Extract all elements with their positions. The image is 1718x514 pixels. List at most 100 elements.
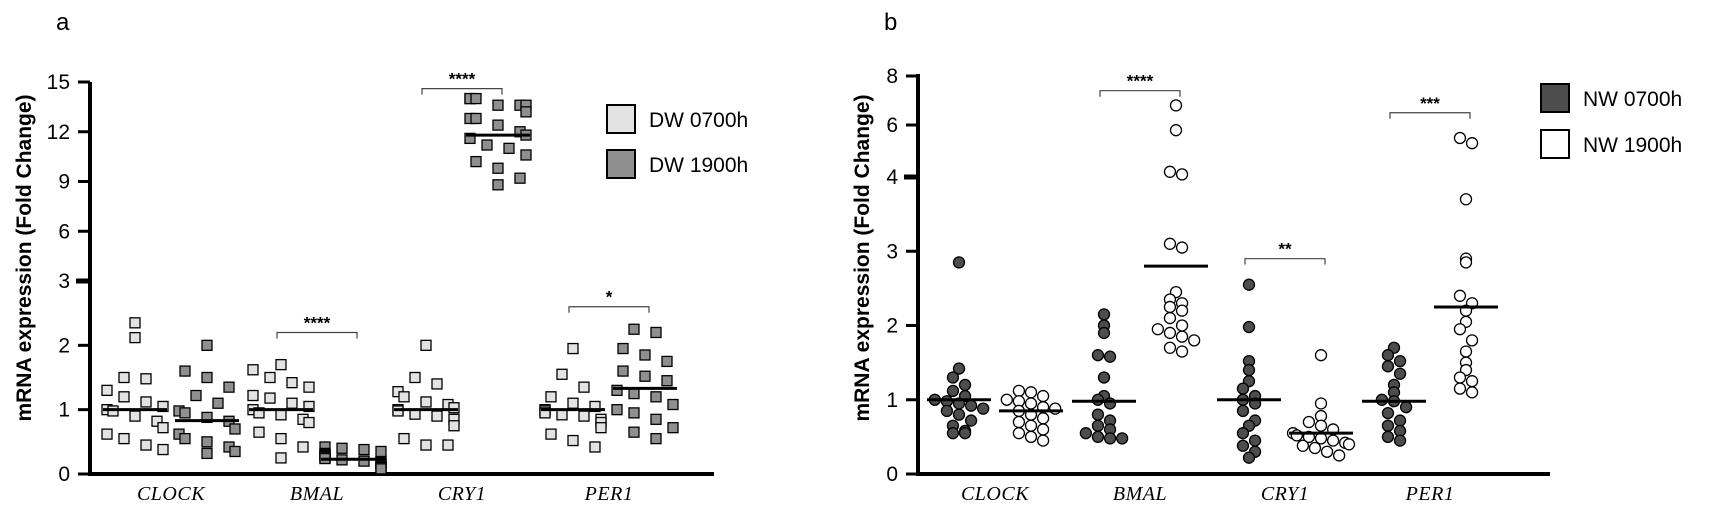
- data-point-nw-1900h-bmal: [1169, 124, 1183, 137]
- data-point-dw-1900h-bmal: [375, 445, 387, 458]
- data-point-dw-1900h-per1: [628, 323, 640, 335]
- data-point-dw-0700h-bmal: [303, 416, 315, 429]
- data-point-nw-0700h-per1: [1381, 430, 1395, 444]
- significance-bracket-per1: [1389, 112, 1471, 119]
- data-point-dw-0700h-per1: [567, 342, 579, 355]
- category-label-cry1: CRY1: [1261, 483, 1309, 505]
- y-tick-label: 6: [886, 114, 898, 137]
- data-point-nw-1900h-clock: [1049, 402, 1062, 415]
- panel-a-legend: DW 0700h DW 1900h: [606, 104, 748, 179]
- data-point-nw-0700h-bmal: [1091, 419, 1105, 432]
- panel-a-category-labels: CLOCK BMAL CRY1 PER1: [137, 483, 633, 505]
- data-point-dw-1900h-cry1: [492, 162, 504, 174]
- data-point-dw-0700h-bmal: [253, 426, 265, 438]
- data-point-nw-0700h-bmal: [1103, 397, 1117, 410]
- panel-b-category-labels: CLOCK BMAL CRY1 PER1: [961, 483, 1454, 505]
- data-point-nw-0700h-clock: [952, 256, 966, 269]
- significance-bracket-cry1: [421, 88, 503, 95]
- data-point-dw-0700h-cry1: [420, 339, 432, 351]
- data-point-dw-1900h-cry1: [492, 119, 504, 131]
- data-point-nw-1900h-bmal: [1175, 241, 1189, 254]
- data-point-nw-0700h-bmal: [1097, 326, 1111, 340]
- panel-a-significance: *********: [276, 70, 650, 339]
- data-point-dw-0700h-bmal: [247, 389, 259, 402]
- data-point-nw-0700h-clock: [940, 404, 954, 418]
- data-point-dw-1900h-per1: [617, 365, 629, 377]
- data-point-nw-1900h-cry1: [1333, 449, 1346, 462]
- significance-bracket-bmal: [276, 331, 358, 339]
- data-point-dw-0700h-bmal: [275, 409, 287, 421]
- significance-bracket-cry1: [1244, 258, 1326, 265]
- data-point-dw-0700h-clock: [129, 317, 141, 329]
- data-point-dw-1900h-clock: [229, 423, 241, 435]
- data-point-nw-1900h-bmal: [1163, 326, 1177, 340]
- data-point-nw-1900h-bmal: [1175, 168, 1189, 181]
- significance-label-bmal: ****: [1127, 72, 1154, 91]
- data-point-dw-1900h-per1: [661, 355, 673, 368]
- data-point-nw-0700h-cry1: [1242, 363, 1256, 377]
- data-point-nw-1900h-cry1: [1308, 441, 1322, 455]
- y-tick-label: 3: [58, 270, 70, 293]
- data-point-nw-0700h-per1: [1393, 414, 1407, 427]
- data-point-dw-0700h-clock: [140, 396, 152, 408]
- category-label-per1: PER1: [1405, 483, 1455, 505]
- data-point-nw-1900h-clock: [1036, 412, 1050, 425]
- data-point-dw-1900h-bmal: [358, 455, 370, 467]
- data-point-nw-1900h-bmal: [1163, 300, 1177, 314]
- data-point-dw-0700h-cry1: [431, 378, 443, 390]
- data-point-nw-0700h-clock: [964, 414, 978, 427]
- data-point-dw-1900h-clock: [223, 381, 235, 393]
- data-point-nw-0700h-bmal: [1097, 308, 1111, 321]
- data-point-nw-1900h-per1: [1453, 382, 1467, 395]
- data-point-dw-0700h-clock: [101, 384, 113, 397]
- data-point-dw-1900h-per1: [661, 375, 673, 387]
- data-point-nw-1900h-clock: [1024, 386, 1038, 399]
- data-point-dw-1900h-clock: [201, 436, 213, 448]
- data-point-nw-1900h-per1: [1465, 137, 1479, 150]
- data-point-nw-1900h-bmal: [1151, 323, 1164, 336]
- data-point-nw-1900h-cry1: [1342, 438, 1356, 451]
- panel-b-legend: NW 0700h NW 1900h: [1540, 83, 1682, 159]
- data-point-nw-1900h-cry1: [1314, 419, 1328, 432]
- data-point-nw-1900h-clock: [1024, 430, 1038, 444]
- data-point-dw-0700h-bmal: [275, 432, 287, 445]
- significance-label-cry1: **: [1278, 240, 1292, 259]
- data-point-dw-1900h-per1: [628, 387, 640, 400]
- data-point-dw-0700h-clock: [151, 415, 163, 427]
- data-point-dw-0700h-clock: [140, 439, 152, 451]
- data-point-nw-1900h-cry1: [1314, 397, 1328, 410]
- data-point-nw-1900h-clock: [1012, 384, 1026, 397]
- data-point-nw-0700h-clock: [946, 427, 960, 440]
- data-point-nw-0700h-per1: [1381, 349, 1395, 362]
- data-point-nw-1900h-per1: [1453, 323, 1467, 336]
- data-point-nw-0700h-clock: [952, 408, 966, 421]
- data-point-dw-0700h-clock: [118, 432, 130, 445]
- data-point-nw-0700h-clock: [946, 371, 960, 384]
- data-point-dw-1900h-bmal: [336, 442, 348, 454]
- data-point-dw-1900h-per1: [650, 326, 662, 339]
- data-point-nw-1900h-cry1: [1302, 415, 1316, 429]
- data-point-nw-1900h-per1: [1453, 289, 1467, 302]
- data-point-nw-1900h-clock: [1036, 389, 1050, 403]
- data-point-dw-0700h-cry1: [398, 432, 410, 445]
- data-point-dw-1900h-cry1: [464, 132, 476, 145]
- data-point-dw-1900h-per1: [639, 370, 651, 382]
- panel-b-points: [928, 99, 1479, 464]
- data-point-dw-0700h-clock: [118, 371, 130, 384]
- y-tick-label: 15: [47, 71, 70, 94]
- data-point-dw-0700h-per1: [578, 410, 590, 422]
- data-point-dw-1900h-cry1: [492, 99, 504, 111]
- data-point-nw-1900h-per1: [1459, 256, 1473, 269]
- legend-swatch-dw-0700h: [606, 104, 636, 134]
- data-point-dw-1900h-per1: [650, 413, 662, 425]
- data-point-nw-0700h-clock: [946, 384, 960, 397]
- data-point-nw-0700h-per1: [1399, 401, 1413, 414]
- data-point-dw-1900h-per1: [667, 422, 679, 434]
- y-tick-label: 6: [58, 220, 70, 243]
- data-point-nw-0700h-cry1: [1236, 404, 1250, 418]
- data-point-nw-1900h-bmal: [1163, 311, 1177, 325]
- y-tick-label: 2: [58, 334, 70, 357]
- data-point-dw-0700h-bmal: [303, 381, 315, 393]
